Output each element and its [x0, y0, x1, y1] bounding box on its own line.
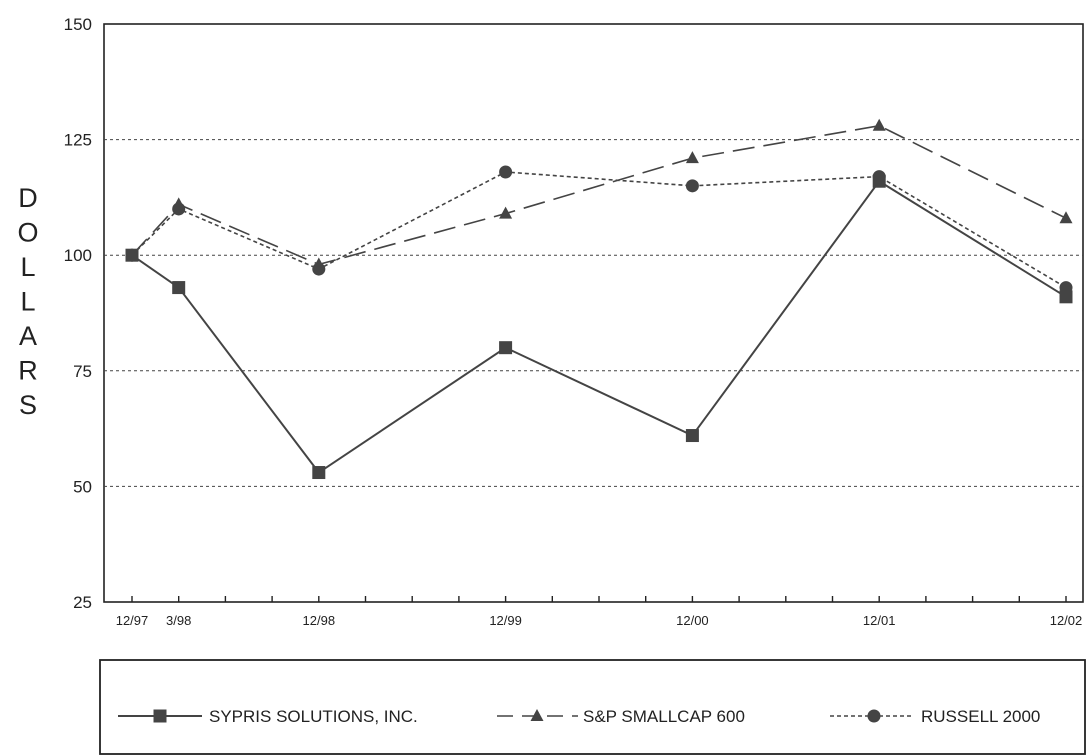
legend-marker-square [153, 709, 167, 723]
legend-label: RUSSELL 2000 [921, 707, 1040, 726]
data-point-square [172, 281, 186, 295]
x-axis-ticks: 12/97 3/98 12/98 12/99 12/00 12/01 12/02 [116, 596, 1083, 628]
x-tick-label: 12/99 [489, 613, 522, 628]
data-point-square [499, 341, 513, 355]
y-tick-label: 50 [73, 477, 92, 496]
y-axis-label-letter: O [17, 218, 38, 248]
series-sypris-solutions-inc [125, 174, 1073, 480]
legend-item-s-p-smallcap-600: S&P SMALLCAP 600 [497, 707, 745, 726]
y-axis-label-letter: L [20, 287, 35, 317]
plot-frame [103, 23, 1084, 603]
data-point-square [872, 174, 886, 188]
grid-lines [104, 139, 1083, 487]
y-axis-label-letter: L [20, 252, 35, 282]
data-point-square [1059, 290, 1073, 304]
y-tick-label: 150 [64, 15, 92, 34]
legend: SYPRIS SOLUTIONS, INC. S&P SMALLCAP 600 RU… [118, 707, 1040, 726]
legend-label: S&P SMALLCAP 600 [583, 707, 745, 726]
x-tick-label: 12/98 [303, 613, 336, 628]
y-tick-label: 100 [64, 246, 92, 265]
legend-item-russell-2000: RUSSELL 2000 [830, 707, 1040, 726]
data-point-circle [499, 165, 513, 179]
y-axis-ticks: 25 50 75 100 125 150 [64, 15, 92, 612]
x-tick-label: 12/97 [116, 613, 149, 628]
legend-item-sypris-solutions-inc: SYPRIS SOLUTIONS, INC. [118, 707, 418, 726]
x-tick-label: 3/98 [166, 613, 191, 628]
series-lines [125, 118, 1073, 480]
data-point-square [125, 248, 139, 262]
x-tick-label: 12/01 [863, 613, 896, 628]
data-point-circle [685, 179, 699, 193]
legend-box [99, 659, 1086, 755]
data-point-triangle [312, 257, 326, 270]
data-point-triangle [872, 118, 886, 131]
x-tick-label: 12/02 [1050, 613, 1083, 628]
y-axis-label-letter: D [18, 183, 38, 213]
legend-label: SYPRIS SOLUTIONS, INC. [209, 707, 418, 726]
y-tick-label: 125 [64, 131, 92, 150]
data-point-square [685, 429, 699, 443]
series-russell-2000 [125, 165, 1073, 295]
legend-marker-triangle [530, 709, 544, 721]
series-line [131, 124, 1067, 266]
x-tick-label: 12/00 [676, 613, 709, 628]
y-axis-label-letter: R [18, 356, 38, 386]
data-point-square [312, 466, 326, 480]
data-point-triangle [499, 206, 513, 219]
y-axis-label-letter: A [19, 321, 37, 351]
series-line [131, 171, 1067, 289]
y-tick-label: 75 [73, 362, 92, 381]
y-axis-label-letter: S [19, 390, 37, 420]
data-point-triangle [172, 197, 186, 210]
data-point-triangle [1059, 211, 1073, 224]
data-point-triangle [685, 151, 699, 164]
legend-marker-circle [867, 709, 881, 723]
y-tick-label: 25 [73, 593, 92, 612]
series-line [131, 179, 1067, 474]
